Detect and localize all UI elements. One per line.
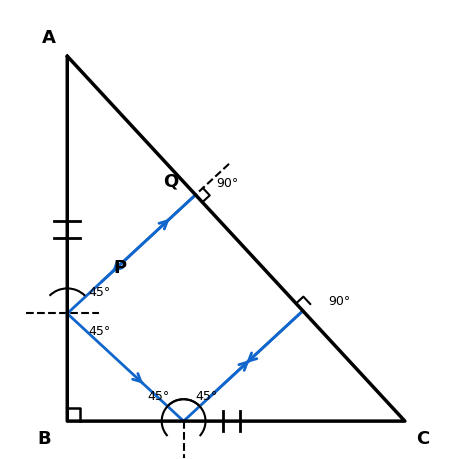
Text: 90°: 90°	[328, 295, 350, 308]
Text: Q: Q	[163, 172, 178, 190]
Text: 45°: 45°	[88, 325, 110, 338]
Text: 90°: 90°	[216, 177, 238, 190]
Text: 45°: 45°	[88, 286, 110, 299]
Text: 45°: 45°	[147, 390, 169, 403]
Text: C: C	[417, 431, 430, 448]
Text: P: P	[113, 259, 126, 277]
Text: B: B	[38, 431, 51, 448]
Text: A: A	[42, 29, 56, 47]
Text: 45°: 45°	[195, 390, 218, 403]
